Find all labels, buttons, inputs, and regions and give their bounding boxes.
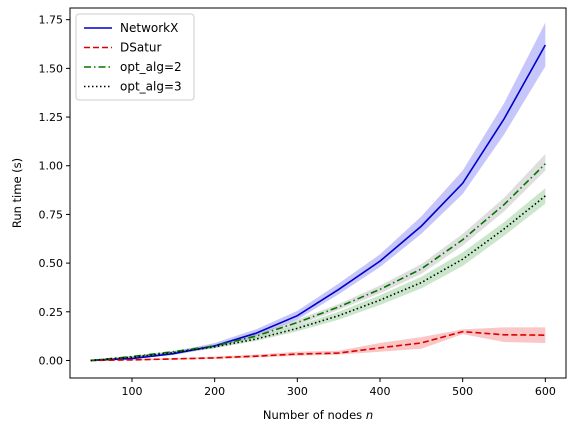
legend: NetworkX DSatur opt_alg=2 opt_alg=3 xyxy=(75,13,195,101)
x-axis-label-variable: n xyxy=(366,408,373,422)
band-dsatur xyxy=(90,327,546,361)
plot-frame xyxy=(69,7,567,379)
y-tick-label: 1.25 xyxy=(39,111,64,124)
y-tick-label: 1.75 xyxy=(39,14,64,27)
y-tick-label: 0.25 xyxy=(39,306,64,319)
y-tick-label: 0.00 xyxy=(39,354,64,367)
legend-label: opt_alg=3 xyxy=(120,80,182,94)
series-lines xyxy=(90,44,547,362)
legend-box xyxy=(75,13,195,101)
x-tick-label: 400 xyxy=(370,385,391,398)
legend-label: DSatur xyxy=(120,41,162,55)
legend-label: NetworkX xyxy=(120,21,178,35)
x-tick-label: 100 xyxy=(122,385,143,398)
series-line-networkx xyxy=(90,44,547,362)
x-axis-label: Number of nodes n xyxy=(263,408,373,422)
y-axis: 0.00 0.25 0.50 0.75 1.00 1.25 1.50 1.75 xyxy=(39,14,70,367)
series-line-opt-alg-2 xyxy=(90,163,546,362)
legend-label: opt_alg=2 xyxy=(120,60,182,74)
y-axis-label: Run time (s) xyxy=(10,158,24,228)
y-tick-label: 1.50 xyxy=(39,62,64,75)
x-axis-label-text: Number of nodes xyxy=(263,408,362,422)
x-tick-label: 300 xyxy=(287,385,308,398)
x-tick-label: 500 xyxy=(452,385,473,398)
series-line-dsatur xyxy=(90,330,546,362)
y-tick-label: 0.50 xyxy=(39,257,64,270)
x-tick-label: 600 xyxy=(535,385,556,398)
y-tick-label: 1.00 xyxy=(39,160,64,173)
y-tick-label: 0.75 xyxy=(39,208,64,221)
x-axis: 100 200 300 400 500 600 xyxy=(122,378,556,398)
series-line-opt-alg-3 xyxy=(90,195,546,362)
x-tick-label: 200 xyxy=(204,385,225,398)
